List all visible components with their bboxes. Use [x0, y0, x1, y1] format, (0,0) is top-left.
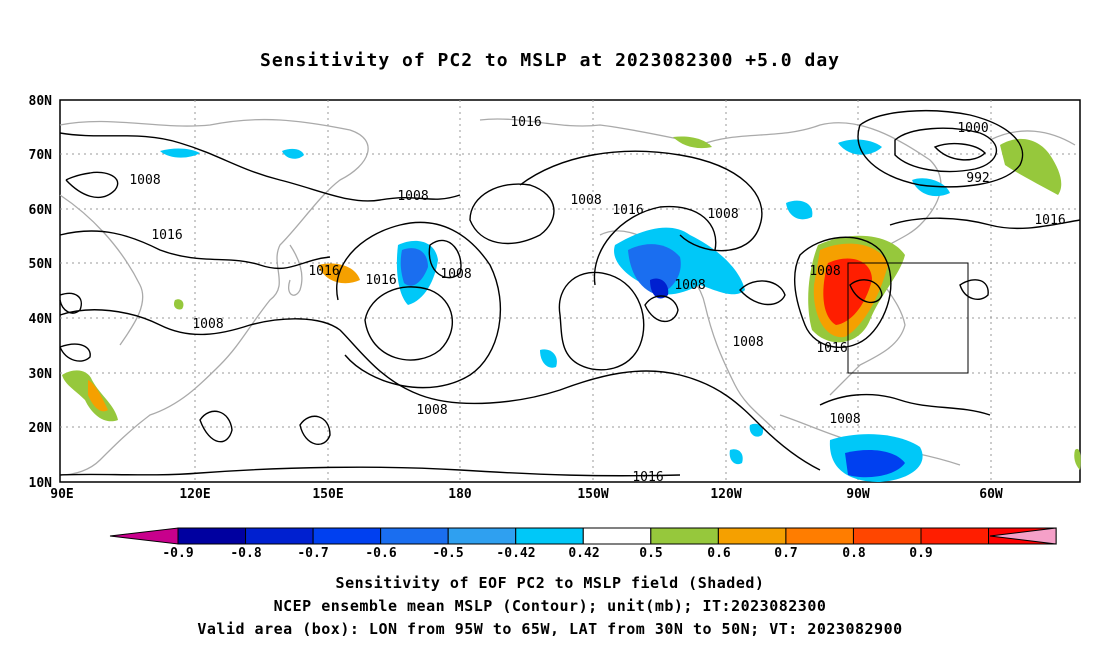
colorbar-label: -0.42 — [496, 546, 535, 561]
colorbar-triangle-high — [989, 527, 1057, 545]
caption-line-1: Sensitivity of EOF PC2 to MSLP field (Sh… — [335, 574, 765, 592]
color-bar: -0.9 -0.8 -0.7 -0.6 -0.5 -0.42 0.42 0.5 … — [109, 527, 1057, 561]
colorbar-box — [717, 527, 787, 545]
lat-label: 80N — [29, 94, 53, 109]
shade-negative-arctic-2 — [282, 148, 304, 159]
color-bar-labels: -0.9 -0.8 -0.7 -0.6 -0.5 -0.42 0.42 0.5 … — [162, 546, 932, 561]
shade-negative-pacific-max — [650, 278, 669, 299]
contour-label: 1008 — [732, 335, 763, 350]
colorbar-box — [852, 527, 922, 545]
sensitivity-map: 80N 70N 60N 50N 40N 30N 20N 10N 90E 120E… — [29, 94, 1081, 502]
valid-area-box — [847, 262, 969, 374]
lat-label: 70N — [29, 148, 53, 163]
colorbar-box — [920, 527, 990, 545]
shade-negative-small-3 — [749, 423, 764, 437]
mslp-contours — [59, 109, 1081, 477]
colorbar-label: -0.5 — [432, 546, 463, 561]
colorbar-label: -0.7 — [297, 546, 328, 561]
caption-line-2: NCEP ensemble mean MSLP (Contour); unit(… — [273, 597, 827, 615]
colorbar-triangle-low — [109, 527, 179, 545]
contour-label: 1008 — [397, 189, 428, 204]
shade-negative-small-1 — [786, 200, 813, 220]
lon-label: 120W — [710, 487, 741, 502]
contour-label: 1008 — [570, 193, 601, 208]
shade-negative-pacific-core — [628, 244, 681, 295]
shade-negative-small-4 — [540, 349, 557, 368]
colorbar-label: 0.8 — [842, 546, 866, 561]
contour-label: 1008 — [829, 412, 860, 427]
colorbar-label: 0.7 — [774, 546, 797, 561]
color-bar-boxes — [109, 527, 1057, 545]
shade-negative-small-2 — [729, 449, 743, 465]
lon-label: 150E — [312, 487, 343, 502]
shade-negative-dateline-core — [400, 248, 428, 286]
colorbar-box — [650, 527, 719, 545]
shade-positive-west-core — [88, 380, 108, 412]
caption-line-3: Valid area (box): LON from 95W to 65W, L… — [197, 620, 903, 638]
colorbar-box — [582, 527, 652, 545]
contour-label: 1008 — [707, 207, 738, 222]
shade-positive-small-1 — [173, 299, 184, 310]
contour-label: 1016 — [632, 470, 663, 485]
colorbar-box — [245, 527, 314, 545]
lon-label: 90W — [846, 487, 870, 502]
colorbar-label: -0.9 — [162, 546, 193, 561]
contour-label: 992 — [966, 171, 989, 186]
contour-label: 1008 — [416, 403, 447, 418]
longitude-labels: 90E 120E 150E 180 150W 120W 90W 60W — [50, 487, 1003, 502]
colorbar-box — [380, 527, 449, 545]
colorbar-label: 0.6 — [707, 546, 731, 561]
contour-label: 1016 — [816, 341, 847, 356]
contour-label: 1000 — [957, 121, 988, 136]
colorbar-label: 0.9 — [909, 546, 932, 561]
lat-label: 50N — [29, 257, 53, 272]
lon-label: 180 — [448, 487, 472, 502]
shade-negative-caribbean-core — [845, 450, 905, 478]
contour-label: 1016 — [365, 273, 396, 288]
lon-label: 60W — [979, 487, 1003, 502]
colorbar-label: -0.8 — [230, 546, 261, 561]
shade-positive-small-2 — [673, 136, 712, 149]
colorbar-box — [447, 527, 517, 545]
lat-label: 10N — [29, 476, 53, 491]
colorbar-box — [785, 527, 854, 545]
lat-label: 60N — [29, 203, 53, 218]
map-frame — [59, 99, 1081, 483]
contour-label: 1016 — [612, 203, 643, 218]
contour-label: 1016 — [308, 264, 339, 279]
shade-negative-arctic-1 — [160, 148, 200, 158]
latitude-labels: 80N 70N 60N 50N 40N 30N 20N 10N — [29, 94, 53, 491]
contour-labels: 1016 1000 992 1008 1016 1008 1008 1016 1… — [129, 115, 1065, 485]
gridlines — [60, 100, 1080, 482]
contour-label: 1008 — [809, 264, 840, 279]
lat-label: 20N — [29, 421, 53, 436]
contour-label: 1008 — [440, 267, 471, 282]
colorbar-label: -0.6 — [365, 546, 396, 561]
shade-positive-small-3 — [1074, 448, 1081, 470]
lon-label: 90E — [50, 487, 73, 502]
sensitivity-shading — [62, 136, 1081, 482]
contour-label: 1016 — [151, 228, 182, 243]
lat-label: 40N — [29, 312, 53, 327]
colorbar-label: 0.42 — [568, 546, 599, 561]
colorbar-box — [515, 527, 584, 545]
lon-label: 150W — [577, 487, 608, 502]
contour-label: 1016 — [1034, 213, 1065, 228]
shade-positive-arctic — [1000, 138, 1062, 195]
colorbar-box — [312, 527, 382, 545]
lon-label: 120E — [179, 487, 210, 502]
contour-label: 1008 — [192, 317, 223, 332]
lat-label: 30N — [29, 367, 53, 382]
colorbar-box — [177, 527, 247, 545]
map-title: Sensitivity of PC2 to MSLP at 2023082300… — [259, 50, 840, 71]
shade-negative-arctic-4 — [912, 178, 950, 197]
contour-label: 1008 — [129, 173, 160, 188]
contour-label: 1016 — [510, 115, 541, 130]
contour-label: 1008 — [674, 278, 705, 293]
colorbar-label: 0.5 — [639, 546, 662, 561]
